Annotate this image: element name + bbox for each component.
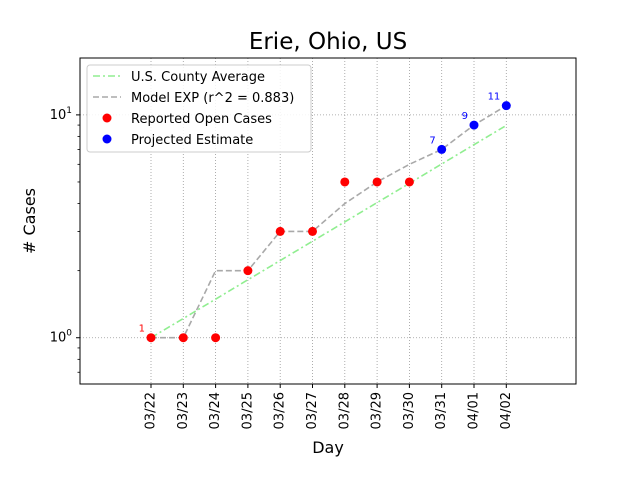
chart-title: Erie, Ohio, US [249, 29, 407, 55]
data-point [243, 266, 253, 276]
x-axis-label: Day [312, 438, 344, 457]
x-tick-label: 03/25 [240, 392, 255, 429]
series-layer: 1 7 9 11 [139, 92, 511, 343]
data-point [275, 226, 285, 236]
y-tick-label: 101 [50, 106, 72, 123]
x-tick-label: 03/30 [402, 392, 417, 429]
x-tick-label: 03/31 [434, 392, 449, 429]
data-label: 7 [429, 135, 435, 146]
x-tick-label: 04/01 [467, 392, 482, 429]
legend-box [86, 64, 312, 153]
y-tick-label: 100 [50, 329, 73, 346]
x-tick-label: 03/27 [305, 392, 320, 429]
data-point [501, 101, 511, 111]
x-tick-label: 03/23 [176, 392, 191, 429]
plot-frame [79, 57, 577, 385]
x-tick-label: 03/28 [337, 392, 352, 429]
data-point [146, 333, 156, 343]
data-label: 11 [488, 92, 501, 103]
x-tick-label: 03/29 [370, 392, 385, 429]
legend-marker [102, 113, 112, 123]
legend-label: Projected Estimate [131, 133, 253, 148]
data-point [469, 120, 479, 130]
x-tick-label: 03/24 [208, 392, 223, 429]
series-line [150, 124, 507, 339]
data-point [211, 333, 221, 343]
x-tick-label: 04/02 [499, 392, 514, 429]
data-label: 1 [139, 324, 145, 335]
y-axis-label: # Cases [20, 188, 39, 254]
legend-label: Model EXP (r^2 = 0.883) [131, 91, 294, 106]
data-label: 9 [462, 111, 468, 122]
data-point [404, 177, 414, 187]
data-point [372, 177, 382, 187]
x-tick-label: 03/22 [144, 392, 159, 429]
data-point [178, 333, 188, 343]
legend-label: U.S. County Average [131, 70, 265, 85]
legend: U.S. County Average Model EXP (r^2 = 0.88… [86, 64, 312, 153]
series-line [151, 104, 507, 339]
x-tick-label: 03/26 [273, 392, 288, 429]
data-point [308, 226, 317, 236]
legend-marker [102, 134, 112, 144]
axes: 03/22 03/23 03/24 03/25 03/26 03/27 03/28 03/29… [50, 106, 514, 430]
data-point [340, 177, 350, 187]
legend-label: Reported Open Cases [131, 112, 272, 127]
data-point [437, 144, 447, 154]
